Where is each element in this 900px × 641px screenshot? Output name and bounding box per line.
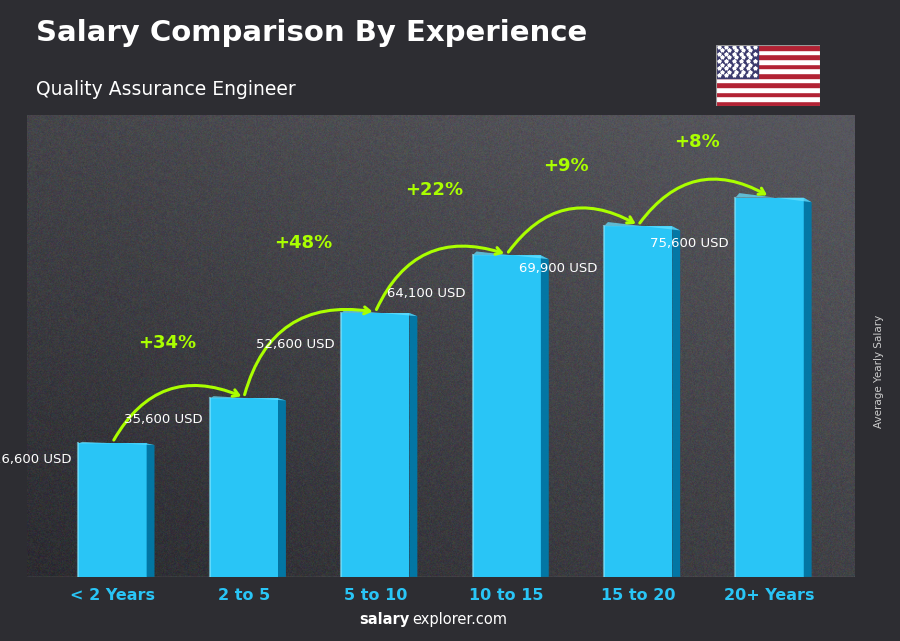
Polygon shape — [78, 444, 147, 577]
Bar — [716, 69, 820, 73]
Bar — [716, 96, 820, 101]
Text: salary: salary — [359, 612, 410, 627]
Bar — [716, 73, 820, 78]
Text: 69,900 USD: 69,900 USD — [519, 262, 598, 275]
Text: 64,100 USD: 64,100 USD — [388, 287, 466, 301]
Bar — [716, 92, 820, 96]
Polygon shape — [147, 444, 155, 577]
Text: +22%: +22% — [405, 181, 464, 199]
Bar — [716, 54, 820, 59]
Text: Average Yearly Salary: Average Yearly Salary — [874, 315, 884, 428]
Text: explorer.com: explorer.com — [412, 612, 508, 627]
Polygon shape — [410, 313, 418, 577]
Text: 35,600 USD: 35,600 USD — [124, 413, 203, 426]
Bar — [716, 49, 820, 54]
Bar — [716, 82, 820, 87]
Text: 26,600 USD: 26,600 USD — [0, 453, 72, 466]
Polygon shape — [604, 226, 672, 577]
Bar — [716, 63, 820, 69]
Polygon shape — [210, 398, 278, 577]
Text: 75,600 USD: 75,600 USD — [650, 237, 729, 249]
Polygon shape — [541, 255, 549, 577]
Text: 52,600 USD: 52,600 USD — [256, 338, 335, 351]
Bar — [716, 78, 820, 82]
Text: Quality Assurance Engineer: Quality Assurance Engineer — [36, 80, 296, 99]
Bar — [716, 45, 820, 49]
Bar — [716, 59, 820, 63]
Text: +48%: +48% — [274, 234, 332, 252]
Bar — [716, 87, 820, 92]
Polygon shape — [78, 442, 155, 445]
Polygon shape — [341, 313, 410, 577]
Polygon shape — [672, 226, 680, 577]
Text: +8%: +8% — [674, 133, 720, 151]
Text: Salary Comparison By Experience: Salary Comparison By Experience — [36, 19, 587, 47]
Polygon shape — [735, 193, 812, 202]
Polygon shape — [804, 197, 812, 577]
Polygon shape — [278, 398, 286, 577]
Polygon shape — [341, 310, 418, 316]
Polygon shape — [604, 222, 680, 231]
Polygon shape — [472, 251, 549, 259]
Bar — [716, 45, 758, 78]
Text: +34%: +34% — [139, 334, 197, 352]
Polygon shape — [472, 255, 541, 577]
Text: +9%: +9% — [543, 157, 589, 175]
Polygon shape — [735, 197, 804, 577]
Bar — [716, 101, 820, 106]
Polygon shape — [210, 396, 286, 401]
